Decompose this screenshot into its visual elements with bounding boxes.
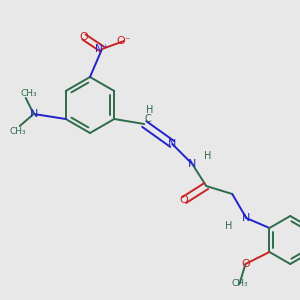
Text: N: N	[30, 109, 38, 119]
Text: N: N	[188, 159, 196, 169]
Text: C: C	[144, 114, 151, 124]
Text: CH₃: CH₃	[20, 88, 37, 98]
Text: O: O	[241, 259, 250, 269]
Text: O: O	[80, 32, 88, 42]
Text: H: H	[225, 221, 232, 231]
Text: H: H	[204, 151, 211, 161]
Text: O⁻: O⁻	[117, 36, 131, 46]
Text: CH₃: CH₃	[231, 280, 248, 289]
Text: O: O	[180, 195, 189, 205]
Text: N: N	[242, 213, 250, 223]
Text: H: H	[146, 105, 153, 115]
Text: N: N	[168, 139, 176, 149]
Text: CH₃: CH₃	[9, 128, 26, 136]
Text: N⁺: N⁺	[95, 44, 109, 54]
